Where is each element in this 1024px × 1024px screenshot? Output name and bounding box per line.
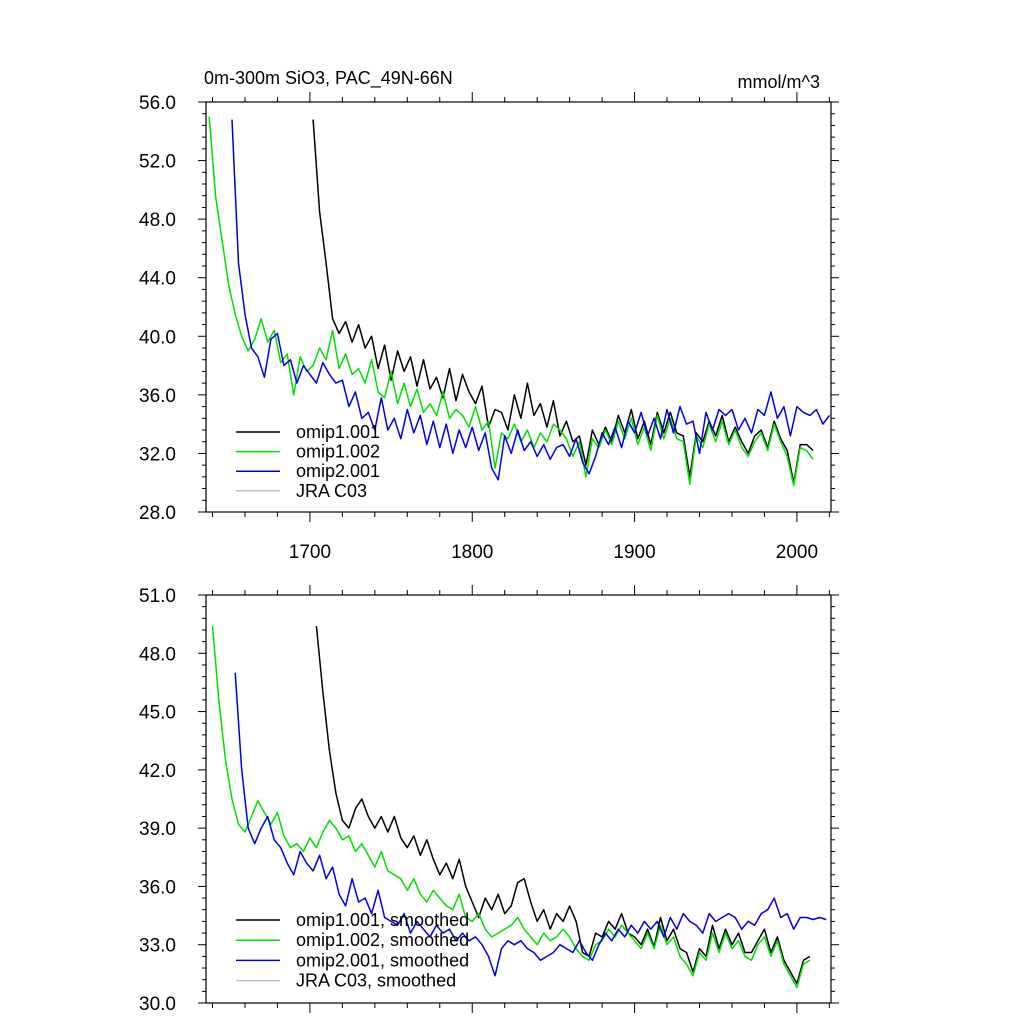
series-line-omip2-001-smoothed	[234, 672, 827, 977]
x-tick-label: 2000	[776, 542, 818, 563]
legend-label: omip2.001, smoothed	[296, 950, 469, 970]
x-tick-label: 1700	[289, 542, 331, 563]
y-tick-label: 40.0	[139, 327, 176, 348]
x-tick-label: 1800	[451, 542, 493, 563]
y-tick-label: 48.0	[139, 210, 176, 231]
y-tick-label: 44.0	[139, 269, 176, 290]
y-tick-label: 51.0	[139, 586, 176, 607]
legend-label: omip1.001, smoothed	[296, 910, 469, 930]
legend-label: omip1.002, smoothed	[296, 930, 469, 950]
plot-frame	[205, 101, 832, 513]
y-tick-label: 36.0	[139, 386, 176, 407]
series-line-omip1-002	[208, 116, 814, 487]
legend-label: omip1.002	[296, 442, 380, 462]
units-label: mmol/m^3	[738, 72, 820, 92]
y-tick-label: 28.0	[139, 503, 176, 524]
series-line-omip2-001	[231, 119, 831, 481]
x-tick-label: 1900	[613, 542, 655, 563]
y-tick-label: 32.0	[139, 444, 176, 465]
chart-panel-1: 28.0 32.0 36.0 40.0 44.0 48.0 52.0 56.0 1700 1800…	[139, 92, 839, 563]
y-tick-label: 39.0	[139, 819, 176, 840]
y-tick-label: 30.0	[139, 994, 176, 1015]
y-tick-label: 42.0	[139, 761, 176, 782]
chart-title: 0m-300m SiO3, PAC_49N-66N	[204, 68, 453, 89]
series-line-omip1-001-smoothed	[315, 626, 811, 985]
y-tick-label: 45.0	[139, 703, 176, 724]
series-line-omip1-002-smoothed	[211, 626, 811, 989]
y-tick-label: 52.0	[139, 152, 176, 173]
legend-label: omip2.001	[296, 461, 380, 481]
y-tick-label: 48.0	[139, 644, 176, 665]
y-tick-label: 56.0	[139, 93, 176, 114]
y-tick-label: 33.0	[139, 936, 176, 957]
y-tick-label: 36.0	[139, 877, 176, 898]
plot-frame	[205, 594, 832, 1004]
series-line-omip1-001	[312, 119, 814, 484]
legend-label: JRA C03	[296, 481, 367, 501]
chart-panel-2: 30.0 33.0 36.0 39.0 42.0 45.0 48.0 51.0 omip1.00…	[139, 585, 839, 1015]
legend-label: omip1.001	[296, 422, 380, 442]
legend-label: JRA C03, smoothed	[296, 971, 456, 991]
